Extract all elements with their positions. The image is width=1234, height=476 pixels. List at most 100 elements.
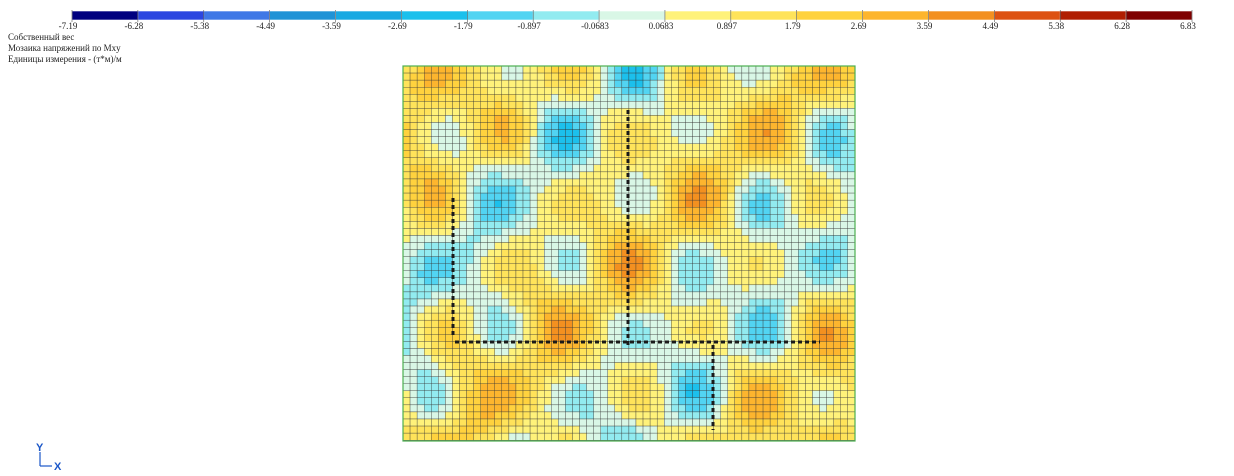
mosaic-cell xyxy=(728,165,735,172)
mosaic-cell xyxy=(657,320,664,327)
mosaic-cell xyxy=(827,398,834,405)
mosaic-cell xyxy=(657,370,664,377)
mosaic-cell xyxy=(777,144,784,151)
mosaic-cell xyxy=(452,80,459,87)
mosaic-cell xyxy=(700,186,707,193)
mosaic-cell xyxy=(572,66,579,73)
mosaic-cell xyxy=(784,426,791,433)
mosaic-cell xyxy=(537,306,544,313)
mosaic-cell xyxy=(763,271,770,278)
mosaic-cell xyxy=(770,94,777,101)
mosaic-cell xyxy=(812,433,819,440)
mosaic-cell xyxy=(551,130,558,137)
mosaic-cell xyxy=(572,398,579,405)
mosaic-cell xyxy=(516,221,523,228)
mosaic-cell xyxy=(636,122,643,129)
mosaic-cell xyxy=(777,306,784,313)
mosaic-cell xyxy=(848,200,855,207)
mosaic-cell xyxy=(537,73,544,80)
mosaic-cell xyxy=(685,363,692,370)
mosaic-cell xyxy=(770,313,777,320)
mosaic-cell xyxy=(664,334,671,341)
mosaic-cell xyxy=(805,73,812,80)
mosaic-cell xyxy=(629,363,636,370)
mosaic-cell xyxy=(467,94,474,101)
mosaic-cell xyxy=(700,250,707,257)
mosaic-cell xyxy=(431,179,438,186)
mosaic-cell xyxy=(735,207,742,214)
mosaic-cell xyxy=(530,144,537,151)
mosaic-cell xyxy=(601,80,608,87)
mosaic-cell xyxy=(770,405,777,412)
mosaic-cell xyxy=(777,235,784,242)
mosaic-cell xyxy=(707,108,714,115)
mosaic-cell xyxy=(572,115,579,122)
mosaic-cell xyxy=(572,257,579,264)
mosaic-cell xyxy=(551,419,558,426)
mosaic-cell xyxy=(664,405,671,412)
mosaic-cell xyxy=(728,137,735,144)
mosaic-cell xyxy=(685,391,692,398)
mosaic-cell xyxy=(551,250,558,257)
mosaic-cell xyxy=(749,419,756,426)
colorbar-tick-label: -0.0683 xyxy=(581,21,609,31)
mosaic-cell xyxy=(700,130,707,137)
mosaic-cell xyxy=(798,391,805,398)
mosaic-cell xyxy=(572,193,579,200)
mosaic-cell xyxy=(417,144,424,151)
mosaic-cell xyxy=(657,334,664,341)
mosaic-cell xyxy=(784,94,791,101)
mosaic-cell xyxy=(474,384,481,391)
mosaic-cell xyxy=(650,214,657,221)
mosaic-cell xyxy=(516,151,523,158)
mosaic-cell xyxy=(565,172,572,179)
mosaic-cell xyxy=(558,398,565,405)
mosaic-cell xyxy=(431,334,438,341)
mosaic-cell xyxy=(608,271,615,278)
mosaic-cell xyxy=(565,179,572,186)
mosaic-cell xyxy=(459,278,466,285)
mosaic-cell xyxy=(509,80,516,87)
mosaic-cell xyxy=(417,278,424,285)
mosaic-cell xyxy=(777,137,784,144)
mosaic-cell xyxy=(474,334,481,341)
mosaic-cell xyxy=(685,306,692,313)
mosaic-cell xyxy=(488,264,495,271)
mosaic-cell xyxy=(805,391,812,398)
mosaic-cell xyxy=(530,391,537,398)
mosaic-cell xyxy=(742,179,749,186)
mosaic-cell xyxy=(537,320,544,327)
mosaic-cell xyxy=(784,384,791,391)
mosaic-cell xyxy=(551,165,558,172)
mosaic-cell xyxy=(523,334,530,341)
mosaic-cell xyxy=(664,151,671,158)
mosaic-cell xyxy=(537,101,544,108)
mosaic-cell xyxy=(509,101,516,108)
mosaic-cell xyxy=(502,66,509,73)
mosaic-cell xyxy=(820,341,827,348)
mosaic-cell xyxy=(438,426,445,433)
mosaic-cell xyxy=(714,101,721,108)
mosaic-cell xyxy=(805,193,812,200)
mosaic-cell xyxy=(692,299,699,306)
mosaic-cell xyxy=(495,426,502,433)
mosaic-cell xyxy=(749,122,756,129)
mosaic-cell xyxy=(459,130,466,137)
mosaic-cell xyxy=(791,144,798,151)
mosaic-cell xyxy=(756,278,763,285)
mosaic-cell xyxy=(488,193,495,200)
mosaic-cell xyxy=(502,137,509,144)
mosaic-cell xyxy=(488,412,495,419)
mosaic-cell xyxy=(537,250,544,257)
mosaic-cell xyxy=(445,243,452,250)
mosaic-cell xyxy=(523,433,530,440)
mosaic-cell xyxy=(650,115,657,122)
mosaic-cell xyxy=(481,235,488,242)
mosaic-cell xyxy=(756,94,763,101)
mosaic-cell xyxy=(784,433,791,440)
mosaic-cell xyxy=(474,115,481,122)
mosaic-cell xyxy=(467,80,474,87)
mosaic-cell xyxy=(685,271,692,278)
mosaic-cell xyxy=(650,377,657,384)
mosaic-cell xyxy=(700,419,707,426)
